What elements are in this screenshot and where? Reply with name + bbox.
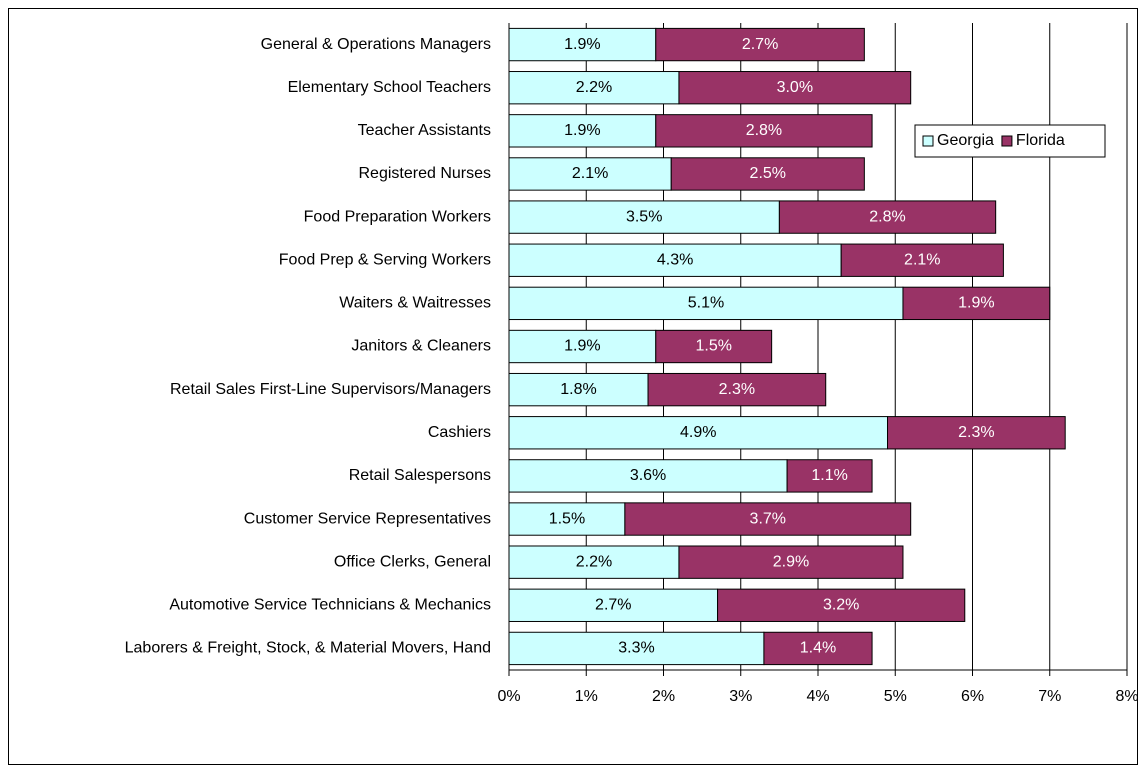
value-label: 1.8% [560,381,596,398]
value-label: 1.4% [800,640,836,657]
value-label: 2.3% [958,424,994,441]
value-label: 3.7% [750,510,786,527]
bar [508,372,649,407]
y-tick-label: Teacher Assistants [358,122,491,139]
value-label: 3.6% [630,467,666,484]
bar [508,502,626,536]
bar [778,200,997,234]
y-tick-label: Laborers & Freight, Stock, & Material Mo… [125,640,491,657]
value-label: 1.1% [811,467,847,484]
x-tick-label: 6% [961,688,984,705]
value-label: 2.7% [742,36,778,53]
value-label: 3.3% [618,640,654,657]
bar [717,588,966,622]
value-label: 2.1% [572,165,608,182]
value-label: 1.9% [564,36,600,53]
value-label: 2.3% [719,381,755,398]
value-label: 2.8% [869,208,905,225]
value-label: 2.1% [904,251,940,268]
value-label: 3.5% [626,208,662,225]
bar [763,631,873,666]
bar [508,114,657,148]
legend-swatch [922,135,934,147]
value-label: 2.7% [595,597,631,614]
value-label: 4.3% [657,251,693,268]
bar [902,286,1051,321]
bar [786,459,873,493]
value-label: 2.9% [773,553,809,570]
y-tick-label: Registered Nurses [359,165,492,182]
legend-swatch [1001,135,1013,147]
bar [678,545,904,579]
bar [655,27,865,62]
value-label: 2.2% [576,79,612,96]
y-tick-label: Automotive Service Technicians & Mechani… [169,597,491,614]
bar [624,502,912,536]
legend-label: Georgia [937,132,994,149]
value-label: 2.2% [576,553,612,570]
y-tick-label: Retail Sales First-Line Supervisors/Mana… [170,381,491,398]
y-tick-label: Waiters & Waitresses [339,295,491,312]
bar [887,416,1066,450]
bar [678,71,912,105]
value-label: 5.1% [688,295,724,312]
y-tick-label: Customer Service Representatives [244,510,491,527]
y-tick-label: Food Preparation Workers [304,208,491,225]
x-tick-label: 2% [652,688,675,705]
bar [655,329,773,364]
bar [508,286,904,321]
bar [508,27,657,62]
y-tick-label: Janitors & Cleaners [351,338,491,355]
y-tick-label: General & Operations Managers [261,36,491,53]
bar [840,243,1004,277]
value-label: 3.2% [823,597,859,614]
bar [508,416,889,450]
bar [508,200,780,234]
value-label: 1.9% [564,338,600,355]
x-tick-label: 3% [729,688,752,705]
x-tick-label: 7% [1038,688,1061,705]
bar [508,71,680,105]
y-tick-label: Food Prep & Serving Workers [279,251,491,268]
y-tick-label: Office Clerks, General [334,553,491,570]
bar [508,631,765,666]
bar [508,157,672,191]
x-tick-label: 5% [884,688,907,705]
value-label: 3.0% [777,79,813,96]
x-tick-label: 4% [806,688,829,705]
bar [655,114,873,148]
bar [508,588,719,622]
legend-label: Florida [1016,132,1065,149]
value-label: 2.5% [750,165,786,182]
value-label: 1.5% [549,510,585,527]
value-label: 2.8% [746,122,782,139]
bar [508,545,680,579]
y-tick-label: Elementary School Teachers [288,79,491,96]
x-tick-label: 0% [497,688,520,705]
y-tick-label: Cashiers [428,424,491,441]
value-label: 1.9% [564,122,600,139]
value-label: 1.5% [695,338,731,355]
x-tick-label: 8% [1115,688,1138,705]
value-label: 4.9% [680,424,716,441]
value-label: 1.9% [958,295,994,312]
bar [670,157,865,191]
y-tick-label: Retail Salespersons [349,467,491,484]
x-tick-label: 1% [575,688,598,705]
bar [647,372,827,407]
